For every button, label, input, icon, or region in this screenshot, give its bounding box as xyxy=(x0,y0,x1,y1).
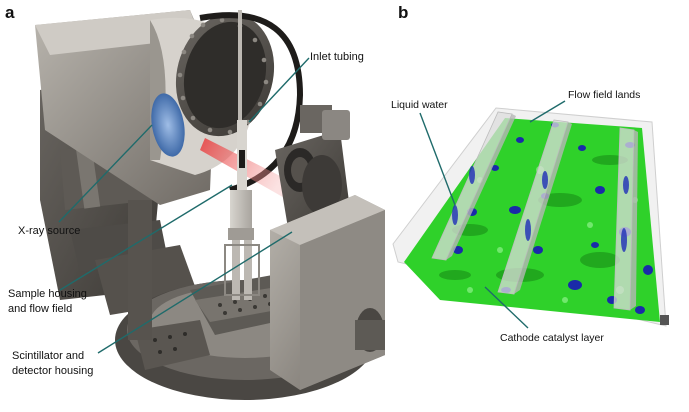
inlet-tubing-label: Inlet tubing xyxy=(310,51,364,63)
flow-field-lands xyxy=(431,111,638,311)
sample-housing-label-line2: and flow field xyxy=(8,303,73,315)
sample-housing-pointer xyxy=(59,184,233,291)
panel-a-pointers xyxy=(58,57,310,354)
inlet-tubing-pointer xyxy=(248,57,310,123)
sample-housing-label-line1: Sample housing xyxy=(8,288,87,300)
scintillator-pointer xyxy=(97,231,293,354)
catalyst-render xyxy=(392,107,669,327)
xray-source-pointer xyxy=(58,124,153,223)
scale-cube xyxy=(660,315,669,325)
liquid-water-pointer xyxy=(419,112,456,206)
flow-field-lands-pointer xyxy=(529,100,566,123)
panel-b-pointers xyxy=(419,100,566,329)
liquid-water-label: Liquid water xyxy=(391,99,448,111)
panel-b-letter: b xyxy=(398,3,409,22)
xray-source-label: X-ray source xyxy=(18,225,81,237)
cathode-catalyst-pointer xyxy=(484,286,529,329)
cathode-catalyst-layer-label: Cathode catalyst layer xyxy=(500,332,604,344)
scintillator-label-line1: Scintillator and xyxy=(12,350,85,362)
panel-a-letter: a xyxy=(5,3,15,22)
beamline-render xyxy=(14,4,385,402)
scintillator-label-line2: detector housing xyxy=(12,365,94,377)
flow-field-lands-label: Flow field lands xyxy=(568,89,641,101)
